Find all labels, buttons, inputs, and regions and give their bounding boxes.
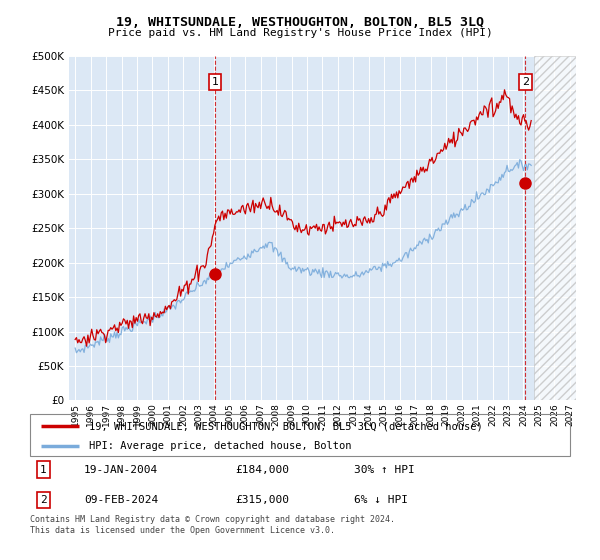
Text: £184,000: £184,000 bbox=[235, 465, 289, 474]
Bar bbox=[534, 56, 584, 400]
Text: 2: 2 bbox=[40, 496, 47, 505]
Text: 30% ↑ HPI: 30% ↑ HPI bbox=[354, 465, 415, 474]
Text: £315,000: £315,000 bbox=[235, 496, 289, 505]
Text: 1: 1 bbox=[212, 77, 218, 87]
Text: HPI: Average price, detached house, Bolton: HPI: Average price, detached house, Bolt… bbox=[89, 441, 352, 451]
Text: 19, WHITSUNDALE, WESTHOUGHTON, BOLTON, BL5 3LQ: 19, WHITSUNDALE, WESTHOUGHTON, BOLTON, B… bbox=[116, 16, 484, 29]
Text: 2: 2 bbox=[522, 77, 529, 87]
Text: 19, WHITSUNDALE, WESTHOUGHTON, BOLTON, BL5 3LQ (detached house): 19, WHITSUNDALE, WESTHOUGHTON, BOLTON, B… bbox=[89, 421, 483, 431]
Text: 09-FEB-2024: 09-FEB-2024 bbox=[84, 496, 158, 505]
Text: 6% ↓ HPI: 6% ↓ HPI bbox=[354, 496, 408, 505]
Text: 1: 1 bbox=[40, 465, 47, 474]
Text: Price paid vs. HM Land Registry's House Price Index (HPI): Price paid vs. HM Land Registry's House … bbox=[107, 28, 493, 38]
Text: 19-JAN-2004: 19-JAN-2004 bbox=[84, 465, 158, 474]
Text: Contains HM Land Registry data © Crown copyright and database right 2024.
This d: Contains HM Land Registry data © Crown c… bbox=[30, 515, 395, 535]
